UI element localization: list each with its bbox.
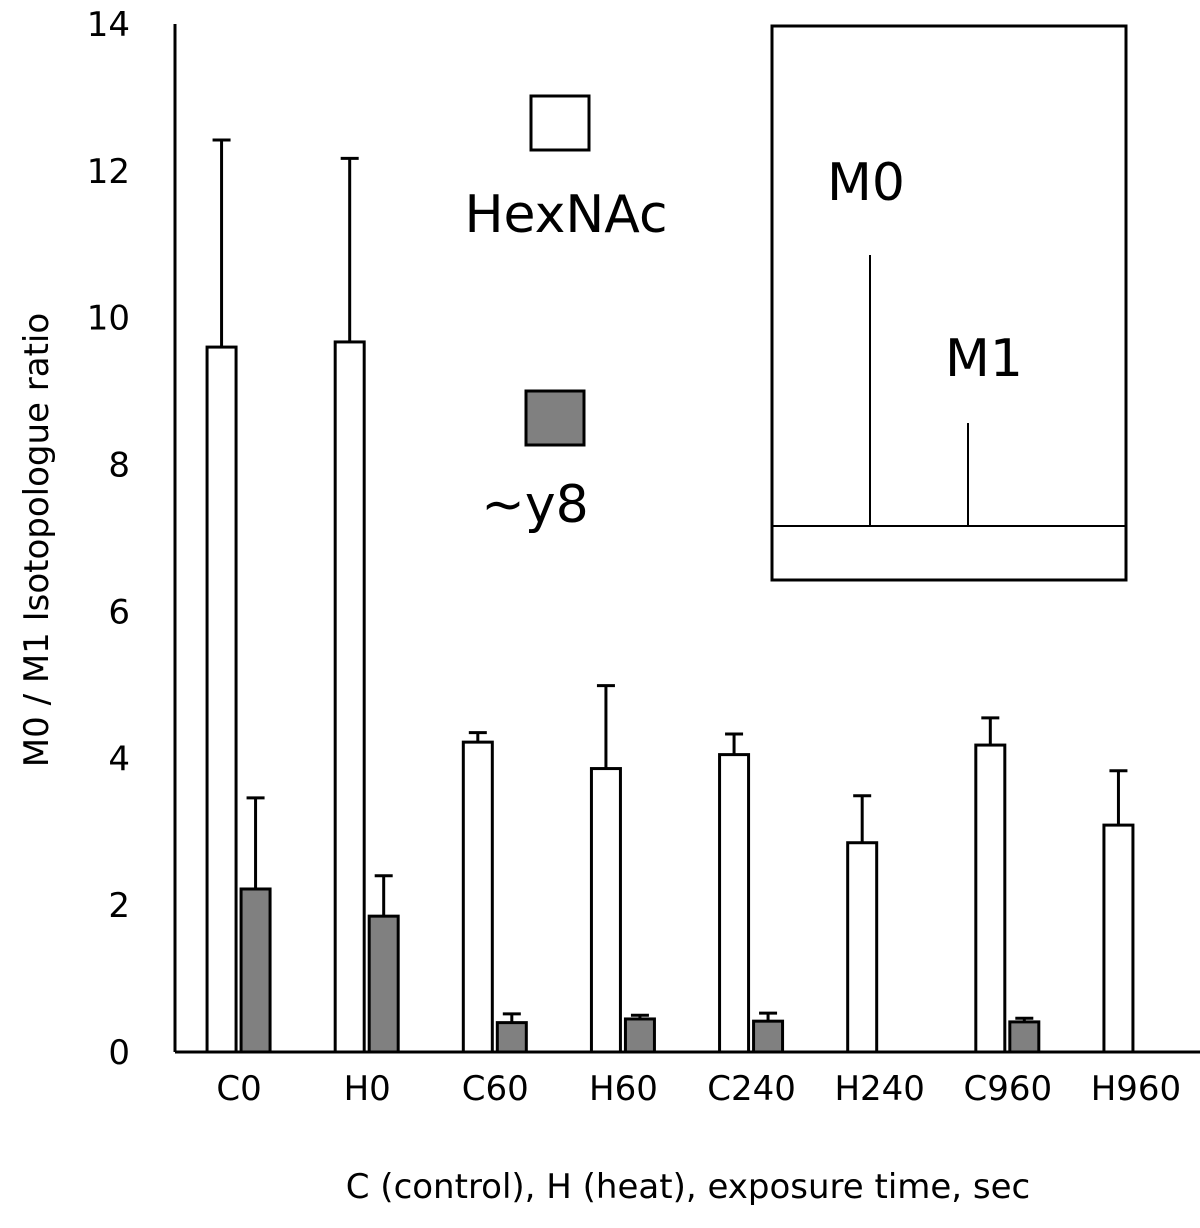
inset-frame [770,24,1128,582]
legend-swatch-hexnac [529,94,591,152]
x-tick-label: H960 [1091,1069,1181,1109]
y-tick-label: 0 [108,1033,130,1073]
bar-y8-h0 [367,914,400,1054]
y-tick-label: 4 [108,739,130,779]
x-tick-label: C960 [963,1069,1052,1109]
x-axis-title: C (control), H (heat), exposure time, se… [346,1167,1031,1207]
bar-hexnac-h0 [333,340,366,1054]
bar-y8-c960 [1008,1020,1041,1054]
bar-y8-h60 [623,1017,656,1054]
legend-label-hexnac: HexNAc [464,185,667,245]
y-tick-label: 12 [87,152,130,192]
x-tick-label: C60 [462,1069,529,1109]
x-tick-label: C240 [707,1069,796,1109]
y-tick-label: 6 [108,592,130,632]
bar-hexnac-c60 [461,740,494,1054]
x-tick-label: C0 [216,1069,261,1109]
legend-label-y8: ~y8 [481,475,588,535]
legend-swatch-y8 [524,389,586,447]
bar-hexnac-c0 [205,345,238,1054]
y-tick-label: 10 [87,299,130,339]
inset-spectrum: M0 M1 [770,24,1128,582]
bar-hexnac-c960 [974,743,1007,1054]
y-axis-title: M0 / M1 Isotopologue ratio [17,313,57,767]
x-tick-label: H240 [834,1069,924,1109]
x-tick-label: H0 [344,1069,391,1109]
bar-hexnac-c240 [718,753,751,1054]
legend: HexNAc ~y8 [464,94,668,535]
bar-y8-c240 [752,1019,785,1054]
bar-hexnac-h960 [1102,823,1135,1054]
inset-label-m0: M0 [827,153,905,213]
y-tick-label: 2 [108,886,130,926]
y-tick-label: 14 [87,5,130,45]
bar-y8-c0 [239,887,272,1054]
bar-y8-c60 [495,1021,528,1054]
x-tick-label: H60 [589,1069,658,1109]
y-tick-label: 8 [108,446,130,486]
bar-hexnac-h60 [589,767,622,1054]
bar-hexnac-h240 [846,841,879,1054]
inset-label-m1: M1 [945,329,1023,389]
